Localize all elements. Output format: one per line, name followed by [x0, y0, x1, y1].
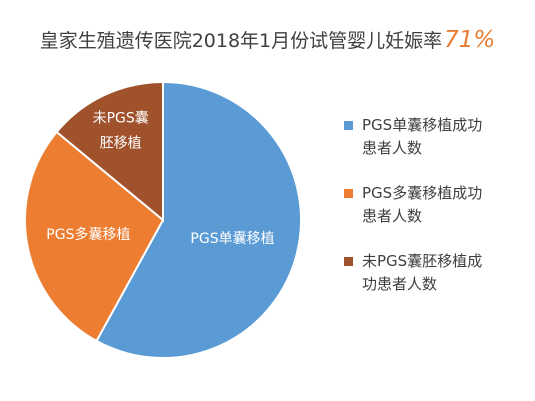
pie-slice-label: PGS多囊移植: [46, 226, 130, 243]
pie-slice-label: 未PGS囊胚移植: [93, 110, 149, 152]
pie-slice-labels: PGS单囊移植 PGS多囊移植 未PGS囊胚移植: [46, 110, 274, 247]
legend-swatch: [344, 257, 353, 266]
pie-slice-label: PGS单囊移植: [190, 230, 274, 247]
legend-swatch: [344, 121, 353, 130]
pie-slice: [95, 80, 302, 359]
legend-label: PGS单囊移植成功患者人数: [362, 116, 482, 157]
pie-slices: [24, 80, 302, 359]
legend-label: 未PGS囊胚移植成功患者人数: [362, 252, 482, 293]
pregnancy-rate-value: 71%: [444, 27, 496, 53]
chart-title: 皇家生殖遗传医院2018年1月份试管婴儿妊娠率71%: [0, 26, 535, 53]
chart-title-text: 皇家生殖遗传医院2018年1月份试管婴儿妊娠率: [39, 30, 443, 52]
legend-swatch: [344, 189, 353, 198]
pie-slice: [55, 80, 164, 223]
pie-slice: [24, 130, 165, 343]
legend-label: PGS多囊移植成功患者人数: [362, 184, 482, 225]
